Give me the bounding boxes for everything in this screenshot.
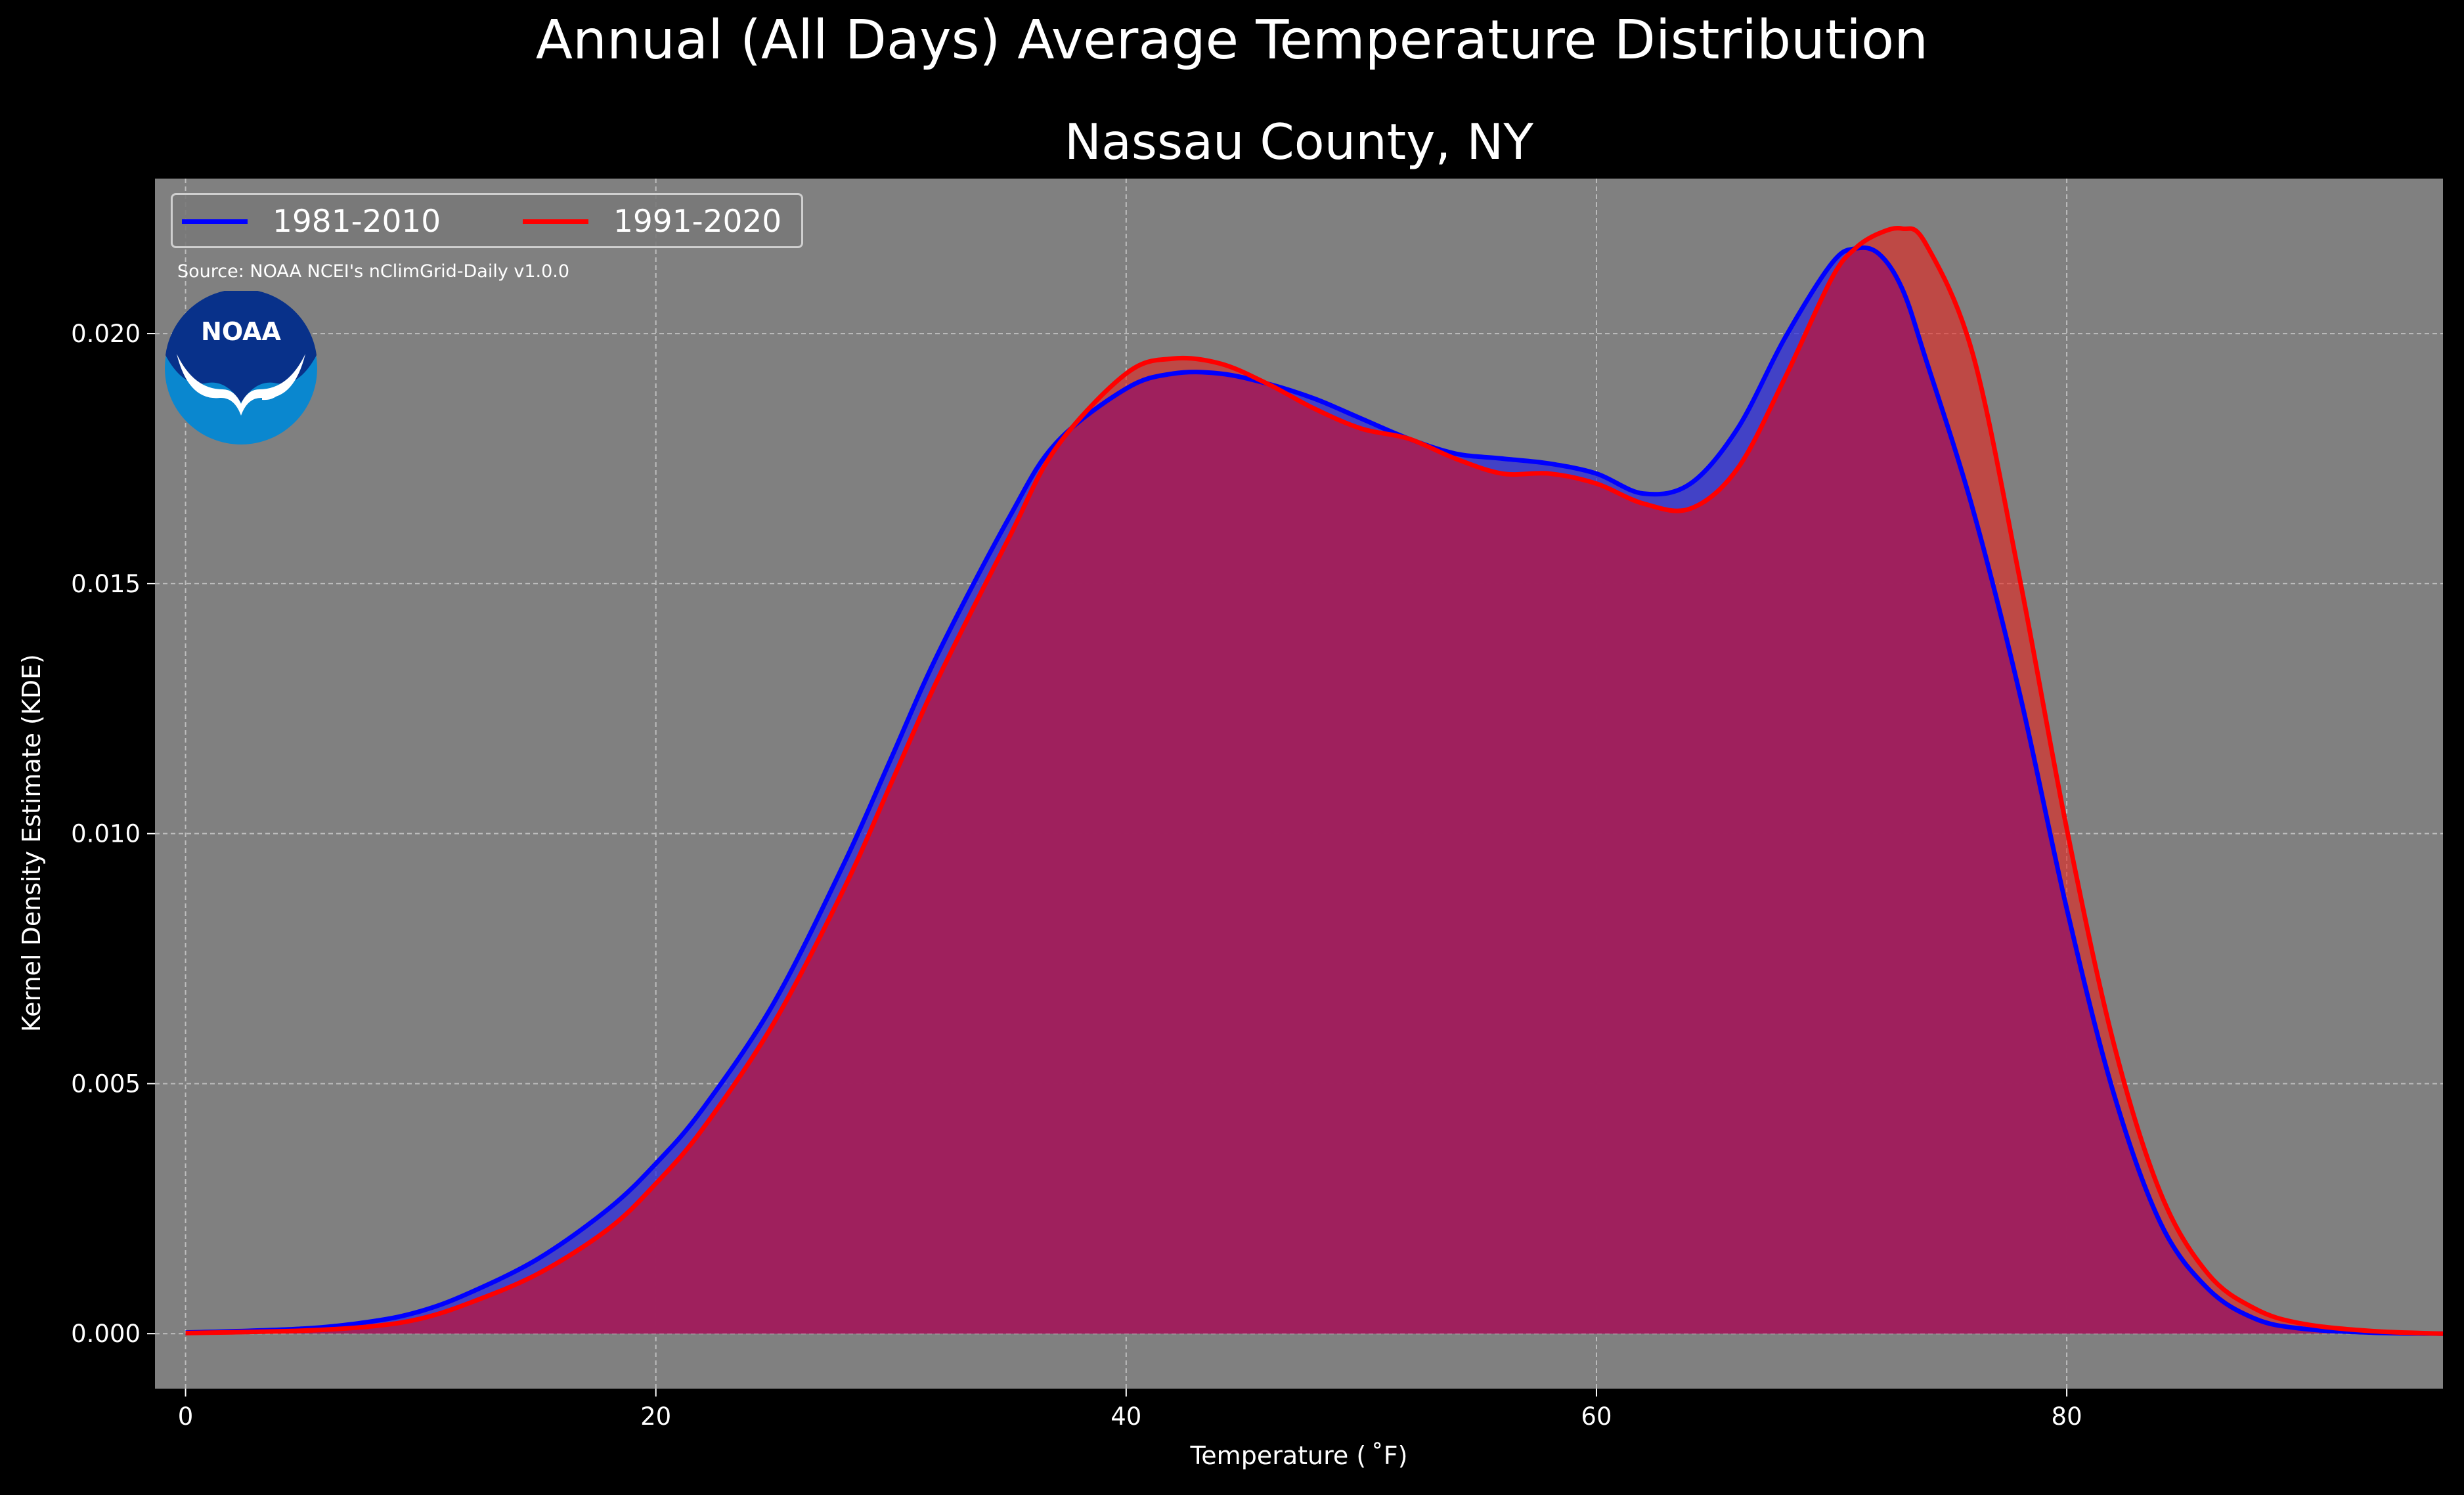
chart-subtitle: Nassau County, NY <box>1064 113 1534 171</box>
x-axis-ticks: 0 20 40 60 80 <box>178 1389 2082 1431</box>
line-1981-2010 <box>185 245 2444 1336</box>
legend-label-1991-2020: 1991-2020 <box>613 203 782 240</box>
kde-lines <box>185 226 2444 1336</box>
y-tick-label: 0.000 <box>71 1320 141 1348</box>
noaa-logo-icon: NOAA <box>165 289 317 444</box>
y-tick-label: 0.020 <box>71 320 141 348</box>
y-tick-label: 0.005 <box>71 1070 141 1098</box>
x-tick-label: 60 <box>1581 1402 1612 1431</box>
chart-title: Annual (All Days) Average Temperature Di… <box>535 9 1929 72</box>
line-1991-2020 <box>185 226 2444 1336</box>
legend-swatch-1981-2010 <box>182 219 248 224</box>
source-annotation: Source: NOAA NCEI's nClimGrid-Daily v1.0… <box>177 261 570 282</box>
x-tick-label: 40 <box>1111 1402 1141 1431</box>
legend-label-1981-2010: 1981-2010 <box>273 203 441 240</box>
x-axis-label: Temperature ( ˚F) <box>1190 1441 1408 1470</box>
svg-text:NOAA: NOAA <box>201 317 281 346</box>
legend-swatch-1991-2020 <box>523 219 588 224</box>
x-tick-label: 20 <box>640 1402 671 1431</box>
y-tick-label: 0.015 <box>71 570 141 598</box>
x-tick-label: 80 <box>2052 1402 2082 1431</box>
y-tick-label: 0.010 <box>71 820 141 848</box>
legend: 1981-2010 1991-2020 <box>171 193 803 248</box>
y-axis-label: Kernel Density Estimate (KDE) <box>17 654 46 1032</box>
y-axis-ticks: 0.000 0.005 0.010 0.015 0.020 <box>71 320 155 1348</box>
legend-item-1981-2010: 1981-2010 <box>182 203 441 240</box>
noaa-logo: NOAA <box>164 289 319 446</box>
legend-item-1991-2020: 1991-2020 <box>523 203 781 240</box>
x-tick-label: 0 <box>178 1402 194 1431</box>
